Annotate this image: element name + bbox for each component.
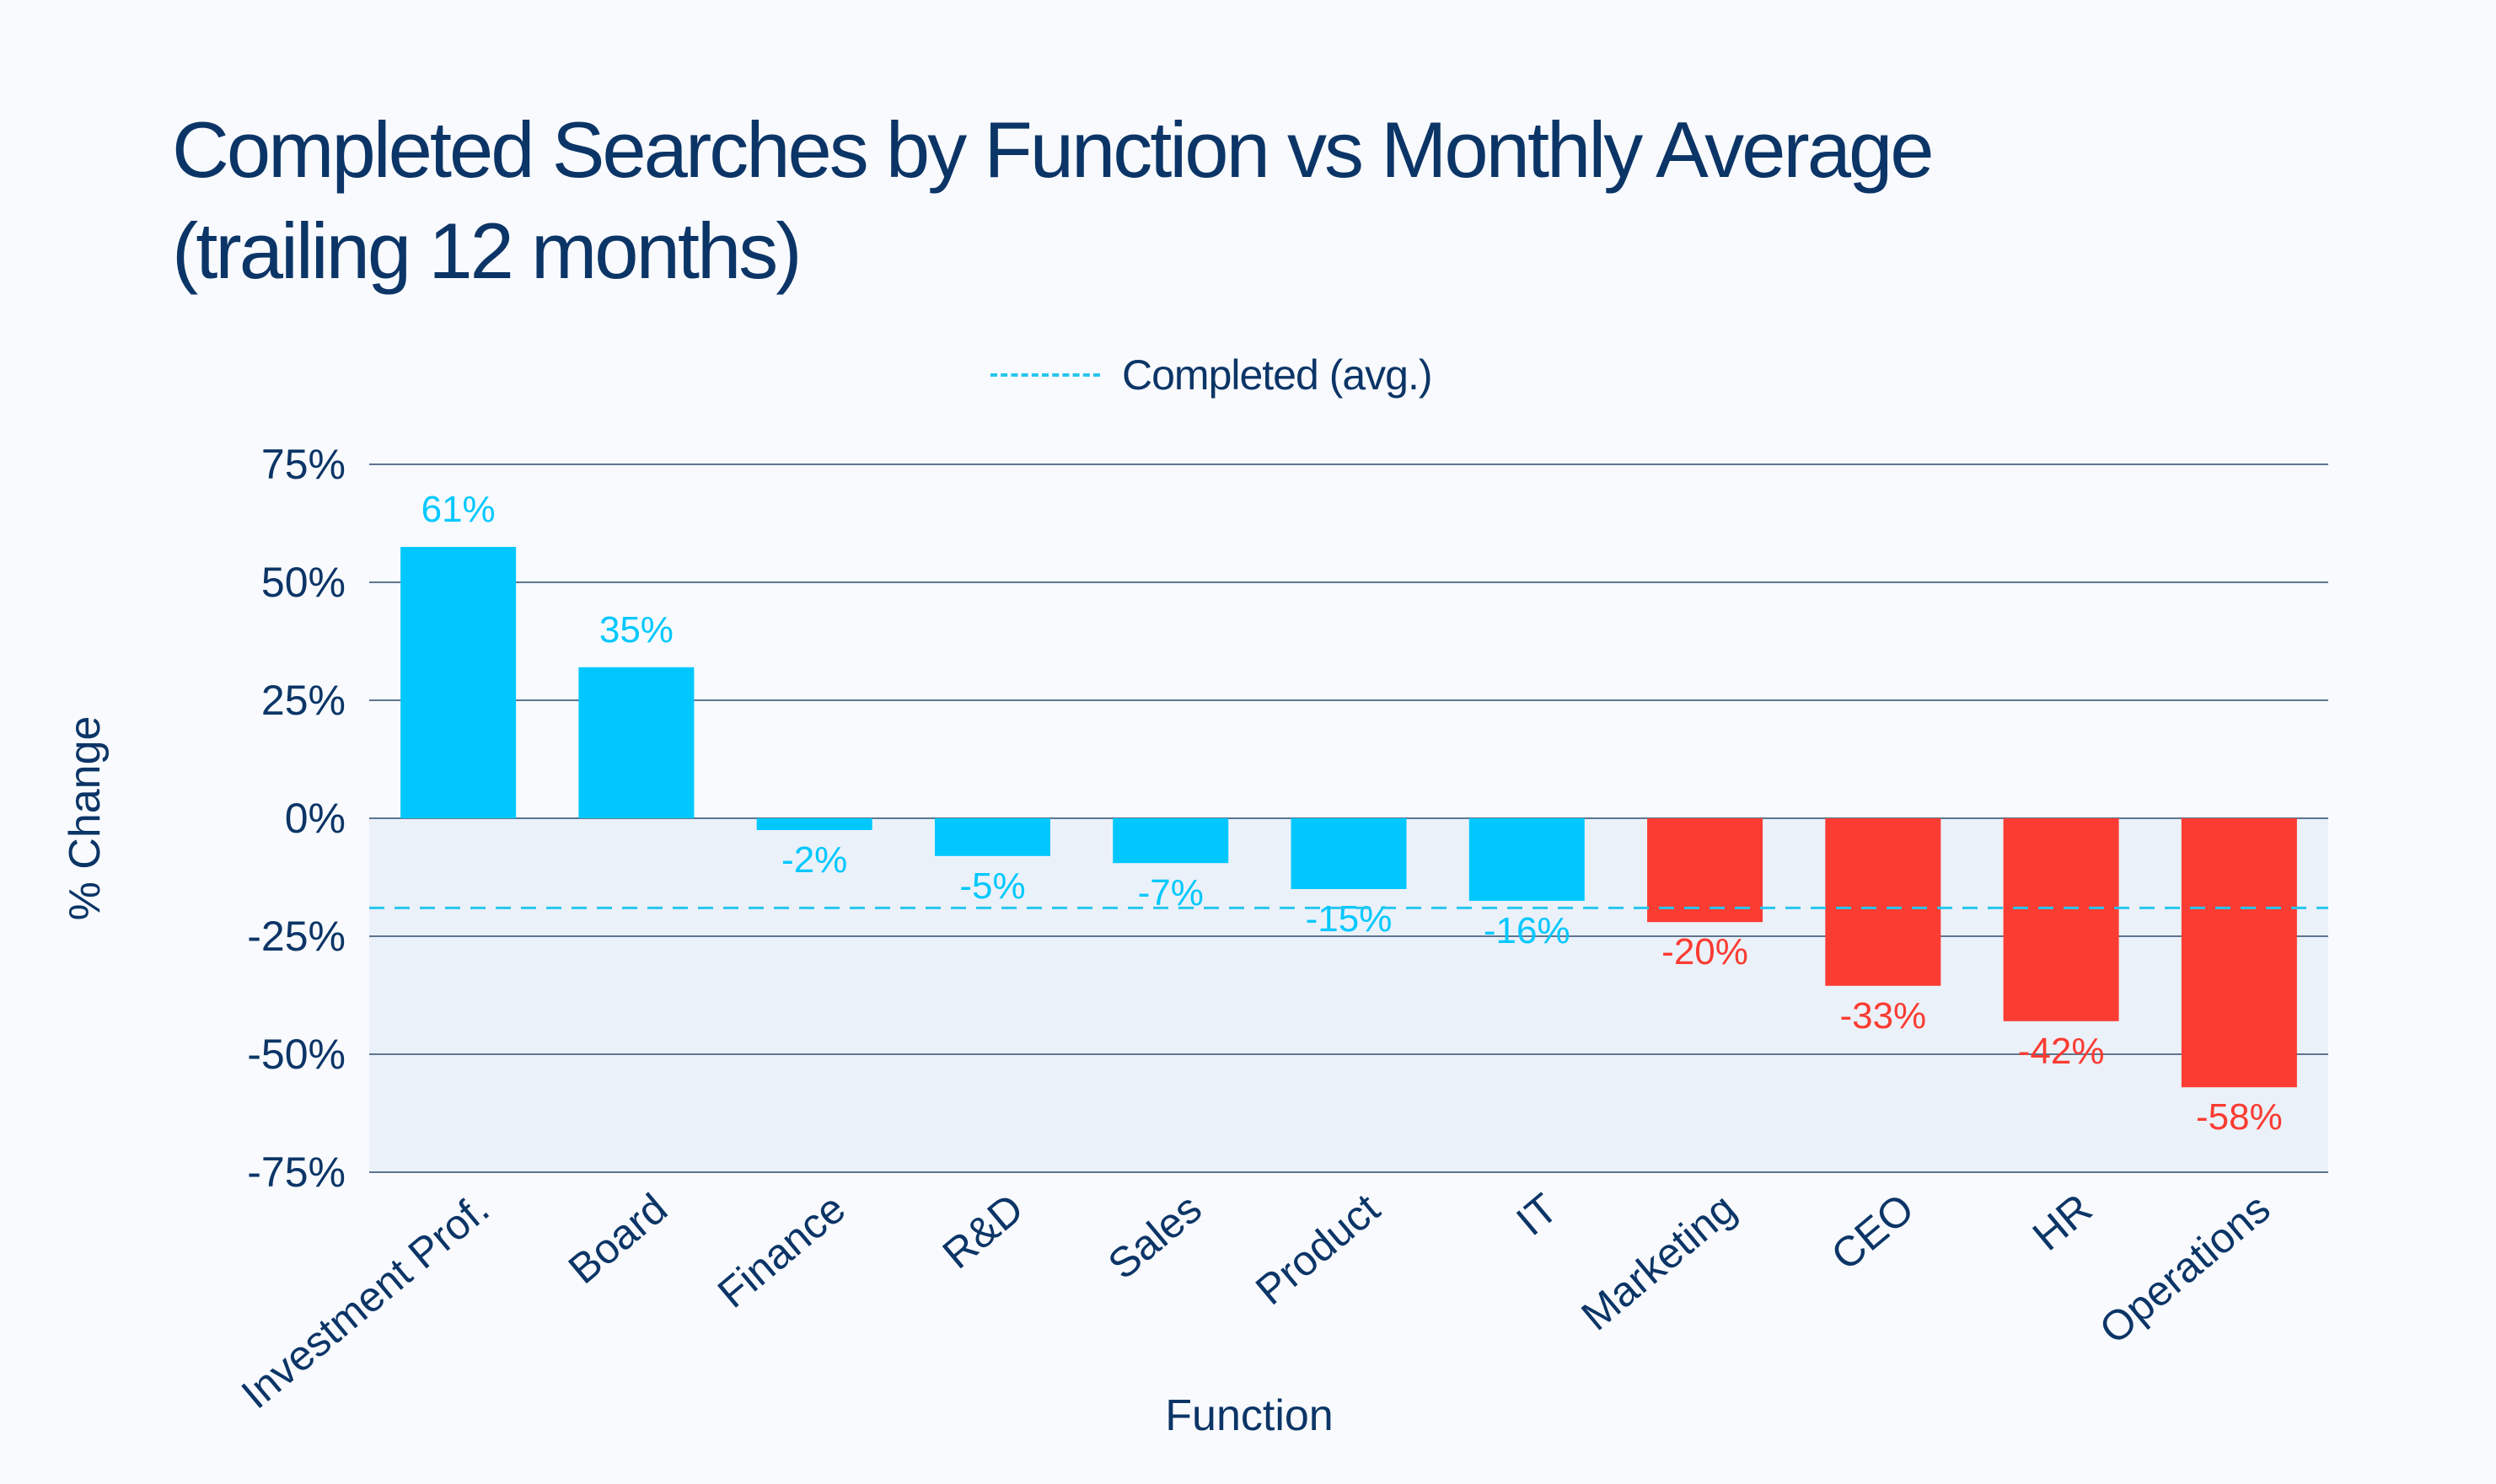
legend-dashed-line-icon — [990, 373, 1100, 377]
bar-6 — [1468, 818, 1585, 901]
bar-1 — [578, 667, 695, 818]
data-label-1: 35% — [599, 609, 674, 651]
bar-5 — [1291, 818, 1407, 889]
x-axis-title: Function — [1165, 1391, 1333, 1440]
category-label-8: CEO — [1822, 1185, 1923, 1280]
y-tick-label: 25% — [261, 677, 346, 724]
data-label-0: 61% — [421, 489, 496, 530]
bar-2 — [756, 818, 872, 830]
data-label-4: -7% — [1138, 872, 1204, 913]
legend: Completed (avg.) — [990, 346, 1432, 404]
bar-10 — [2181, 818, 2297, 1088]
y-axis-title: % Change — [61, 716, 110, 921]
chart-title: Completed Searches by Function vs Monthl… — [172, 99, 1935, 302]
legend-label: Completed (avg.) — [1122, 351, 1432, 399]
data-label-10: -58% — [2196, 1096, 2283, 1138]
y-tick-label: -50% — [247, 1031, 346, 1078]
data-label-3: -5% — [959, 865, 1025, 907]
data-label-2: -2% — [781, 839, 847, 881]
bar-0 — [400, 547, 517, 818]
category-label-10: Operations — [2091, 1185, 2279, 1353]
category-label-3: R&D — [934, 1185, 1033, 1278]
y-tick-label: -75% — [247, 1149, 346, 1196]
bar-7 — [1647, 818, 1763, 923]
bar-8 — [1825, 818, 1941, 986]
category-label-5: Product — [1247, 1184, 1388, 1314]
data-label-9: -42% — [2018, 1031, 2105, 1072]
y-tick-label: 0% — [285, 795, 346, 842]
chart-title-line-1: Completed Searches by Function vs Monthl… — [172, 105, 1935, 194]
category-label-9: HR — [2024, 1185, 2101, 1260]
bar-4 — [1113, 818, 1229, 864]
y-tick-label: 75% — [261, 441, 346, 488]
category-label-0: Investment Prof. — [233, 1185, 498, 1418]
y-tick-label: -25% — [247, 913, 346, 960]
category-label-4: Sales — [1099, 1185, 1210, 1288]
data-label-8: -33% — [1839, 995, 1926, 1037]
y-tick-label: 50% — [261, 559, 346, 606]
bar-9 — [2003, 818, 2119, 1021]
data-label-7: -20% — [1661, 931, 1748, 972]
category-label-6: IT — [1507, 1185, 1566, 1245]
category-label-1: Board — [560, 1185, 676, 1294]
bar-3 — [934, 818, 1050, 856]
category-label-7: Marketing — [1572, 1185, 1744, 1340]
chart-title-line-2: (trailing 12 months) — [172, 206, 802, 295]
data-label-5: -15% — [1306, 898, 1393, 940]
category-label-2: Finance — [709, 1185, 854, 1317]
data-label-6: -16% — [1484, 910, 1570, 951]
